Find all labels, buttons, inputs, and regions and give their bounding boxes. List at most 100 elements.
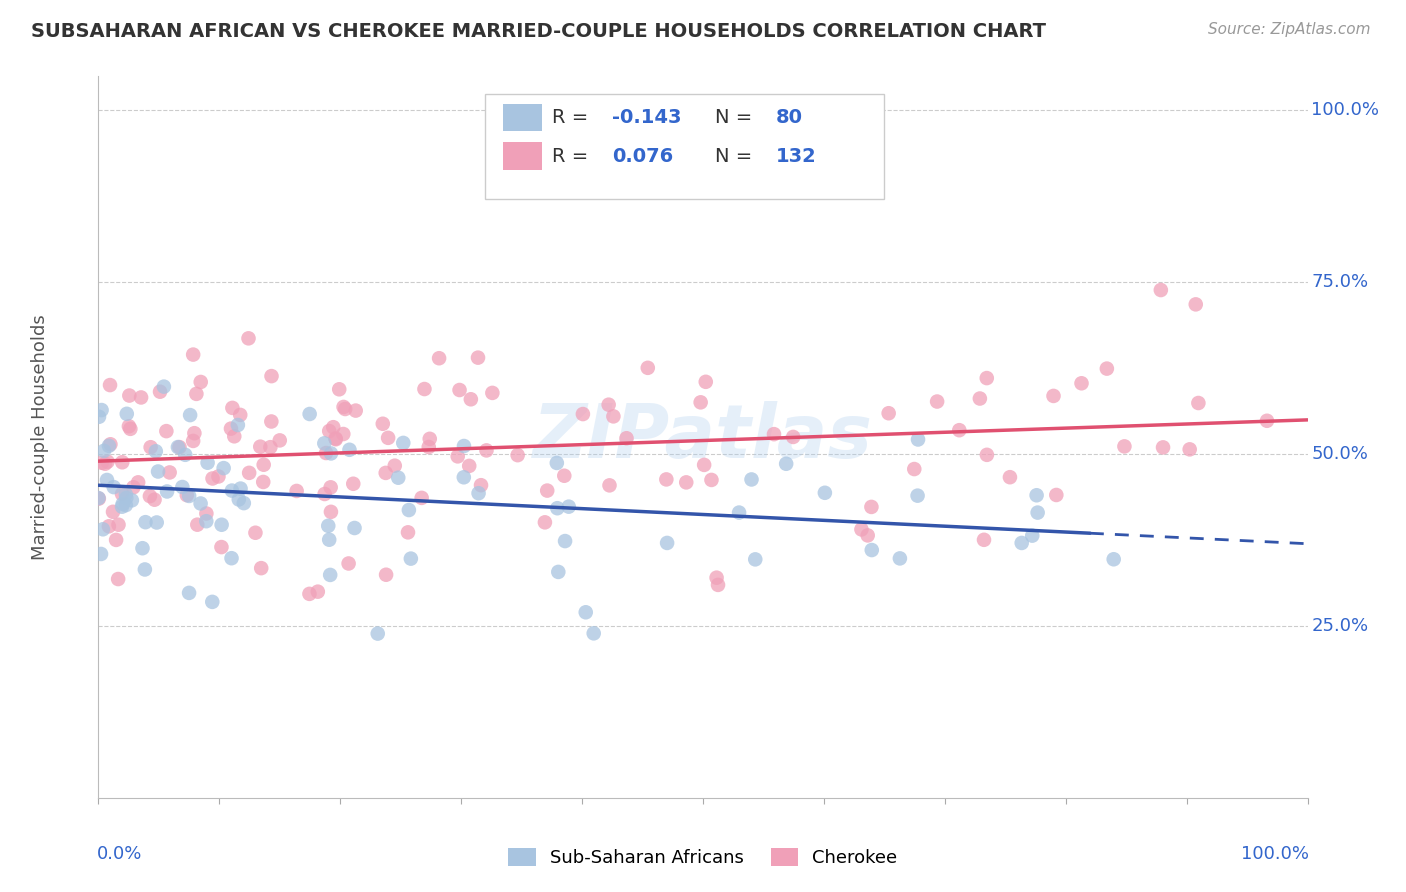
- Sub-Saharan Africans: [655, 536, 678, 550]
- Cherokee: [1095, 361, 1118, 376]
- Sub-Saharan Africans: [153, 379, 176, 393]
- Cherokee: [427, 351, 450, 366]
- Cherokee: [332, 427, 354, 442]
- Cherokee: [877, 406, 900, 420]
- Cherokee: [229, 408, 252, 422]
- Cherokee: [314, 487, 336, 501]
- Cherokee: [762, 427, 785, 442]
- Text: 75.0%: 75.0%: [1312, 273, 1368, 292]
- Sub-Saharan Africans: [201, 595, 224, 609]
- Sub-Saharan Africans: [316, 518, 339, 533]
- Sub-Saharan Africans: [90, 403, 112, 417]
- Sub-Saharan Africans: [179, 408, 201, 422]
- Sub-Saharan Africans: [221, 551, 243, 566]
- Cherokee: [318, 424, 340, 438]
- Cherokee: [238, 466, 260, 480]
- Sub-Saharan Africans: [179, 489, 201, 503]
- Cherokee: [396, 525, 419, 540]
- Cherokee: [572, 407, 595, 421]
- FancyBboxPatch shape: [485, 94, 884, 199]
- Cherokee: [149, 384, 172, 399]
- Cherokee: [470, 478, 492, 492]
- Cherokee: [675, 475, 697, 490]
- Sub-Saharan Africans: [398, 503, 420, 517]
- Sub-Saharan Africans: [582, 626, 605, 640]
- Cherokee: [181, 348, 204, 362]
- Sub-Saharan Africans: [145, 444, 167, 458]
- Cherokee: [87, 491, 110, 506]
- Cherokee: [616, 431, 638, 445]
- Cherokee: [689, 395, 711, 409]
- Cherokee: [98, 378, 121, 392]
- Text: 80: 80: [776, 108, 803, 128]
- Sub-Saharan Africans: [115, 487, 138, 501]
- Cherokee: [384, 458, 406, 473]
- Cherokee: [159, 466, 181, 480]
- Cherokee: [118, 388, 141, 402]
- Sub-Saharan Africans: [467, 486, 489, 500]
- Cherokee: [325, 432, 347, 446]
- Cherokee: [976, 371, 998, 385]
- Sub-Saharan Africans: [103, 480, 125, 494]
- Cherokee: [298, 587, 321, 601]
- Sub-Saharan Africans: [145, 516, 167, 530]
- Cherokee: [337, 557, 360, 571]
- Sub-Saharan Africans: [97, 439, 120, 453]
- Sub-Saharan Africans: [741, 473, 763, 487]
- Sub-Saharan Africans: [546, 456, 568, 470]
- Cherokee: [201, 471, 224, 485]
- Cherokee: [602, 409, 624, 424]
- Sub-Saharan Africans: [87, 491, 110, 505]
- Text: N =: N =: [716, 108, 752, 128]
- Cherokee: [319, 505, 342, 519]
- Cherokee: [973, 533, 995, 547]
- Sub-Saharan Africans: [907, 433, 929, 447]
- Cherokee: [111, 455, 134, 469]
- Cherokee: [224, 429, 246, 443]
- Sub-Saharan Africans: [314, 436, 336, 450]
- Cherokee: [998, 470, 1021, 484]
- Cherokee: [1150, 283, 1173, 297]
- Sub-Saharan Africans: [114, 498, 136, 512]
- Cherokee: [481, 385, 503, 400]
- Sub-Saharan Africans: [744, 552, 766, 566]
- Cherokee: [467, 351, 489, 365]
- Sub-Saharan Africans: [211, 517, 233, 532]
- Cherokee: [209, 540, 232, 554]
- Text: 0.0%: 0.0%: [97, 846, 142, 863]
- Cherokee: [249, 440, 271, 454]
- Sub-Saharan Africans: [156, 484, 179, 499]
- Sub-Saharan Africans: [172, 480, 194, 494]
- Cherokee: [118, 419, 141, 434]
- Cherokee: [139, 440, 162, 454]
- Sub-Saharan Africans: [91, 522, 114, 536]
- Cherokee: [105, 533, 128, 547]
- Cherokee: [143, 492, 166, 507]
- Cherokee: [328, 382, 350, 396]
- Sub-Saharan Africans: [212, 461, 235, 475]
- Sub-Saharan Africans: [392, 436, 415, 450]
- Sub-Saharan Africans: [87, 409, 110, 424]
- Cherokee: [155, 424, 177, 438]
- Sub-Saharan Africans: [93, 443, 115, 458]
- Bar: [503, 104, 543, 131]
- Sub-Saharan Africans: [228, 492, 250, 507]
- Sub-Saharan Africans: [177, 586, 200, 600]
- Cherokee: [195, 507, 218, 521]
- Sub-Saharan Africans: [554, 534, 576, 549]
- Cherokee: [97, 519, 120, 533]
- Cherokee: [1256, 414, 1278, 428]
- Cherokee: [695, 375, 717, 389]
- Cherokee: [706, 571, 728, 585]
- Cherokee: [851, 522, 873, 536]
- Cherokee: [377, 431, 399, 445]
- Cherokee: [1045, 488, 1067, 502]
- Cherokee: [536, 483, 558, 498]
- Sub-Saharan Africans: [889, 551, 911, 566]
- Text: N =: N =: [716, 146, 752, 166]
- Cherokee: [419, 432, 441, 446]
- Text: -0.143: -0.143: [613, 108, 682, 128]
- Cherokee: [927, 394, 949, 409]
- Cherokee: [127, 475, 149, 490]
- Sub-Saharan Africans: [96, 473, 118, 487]
